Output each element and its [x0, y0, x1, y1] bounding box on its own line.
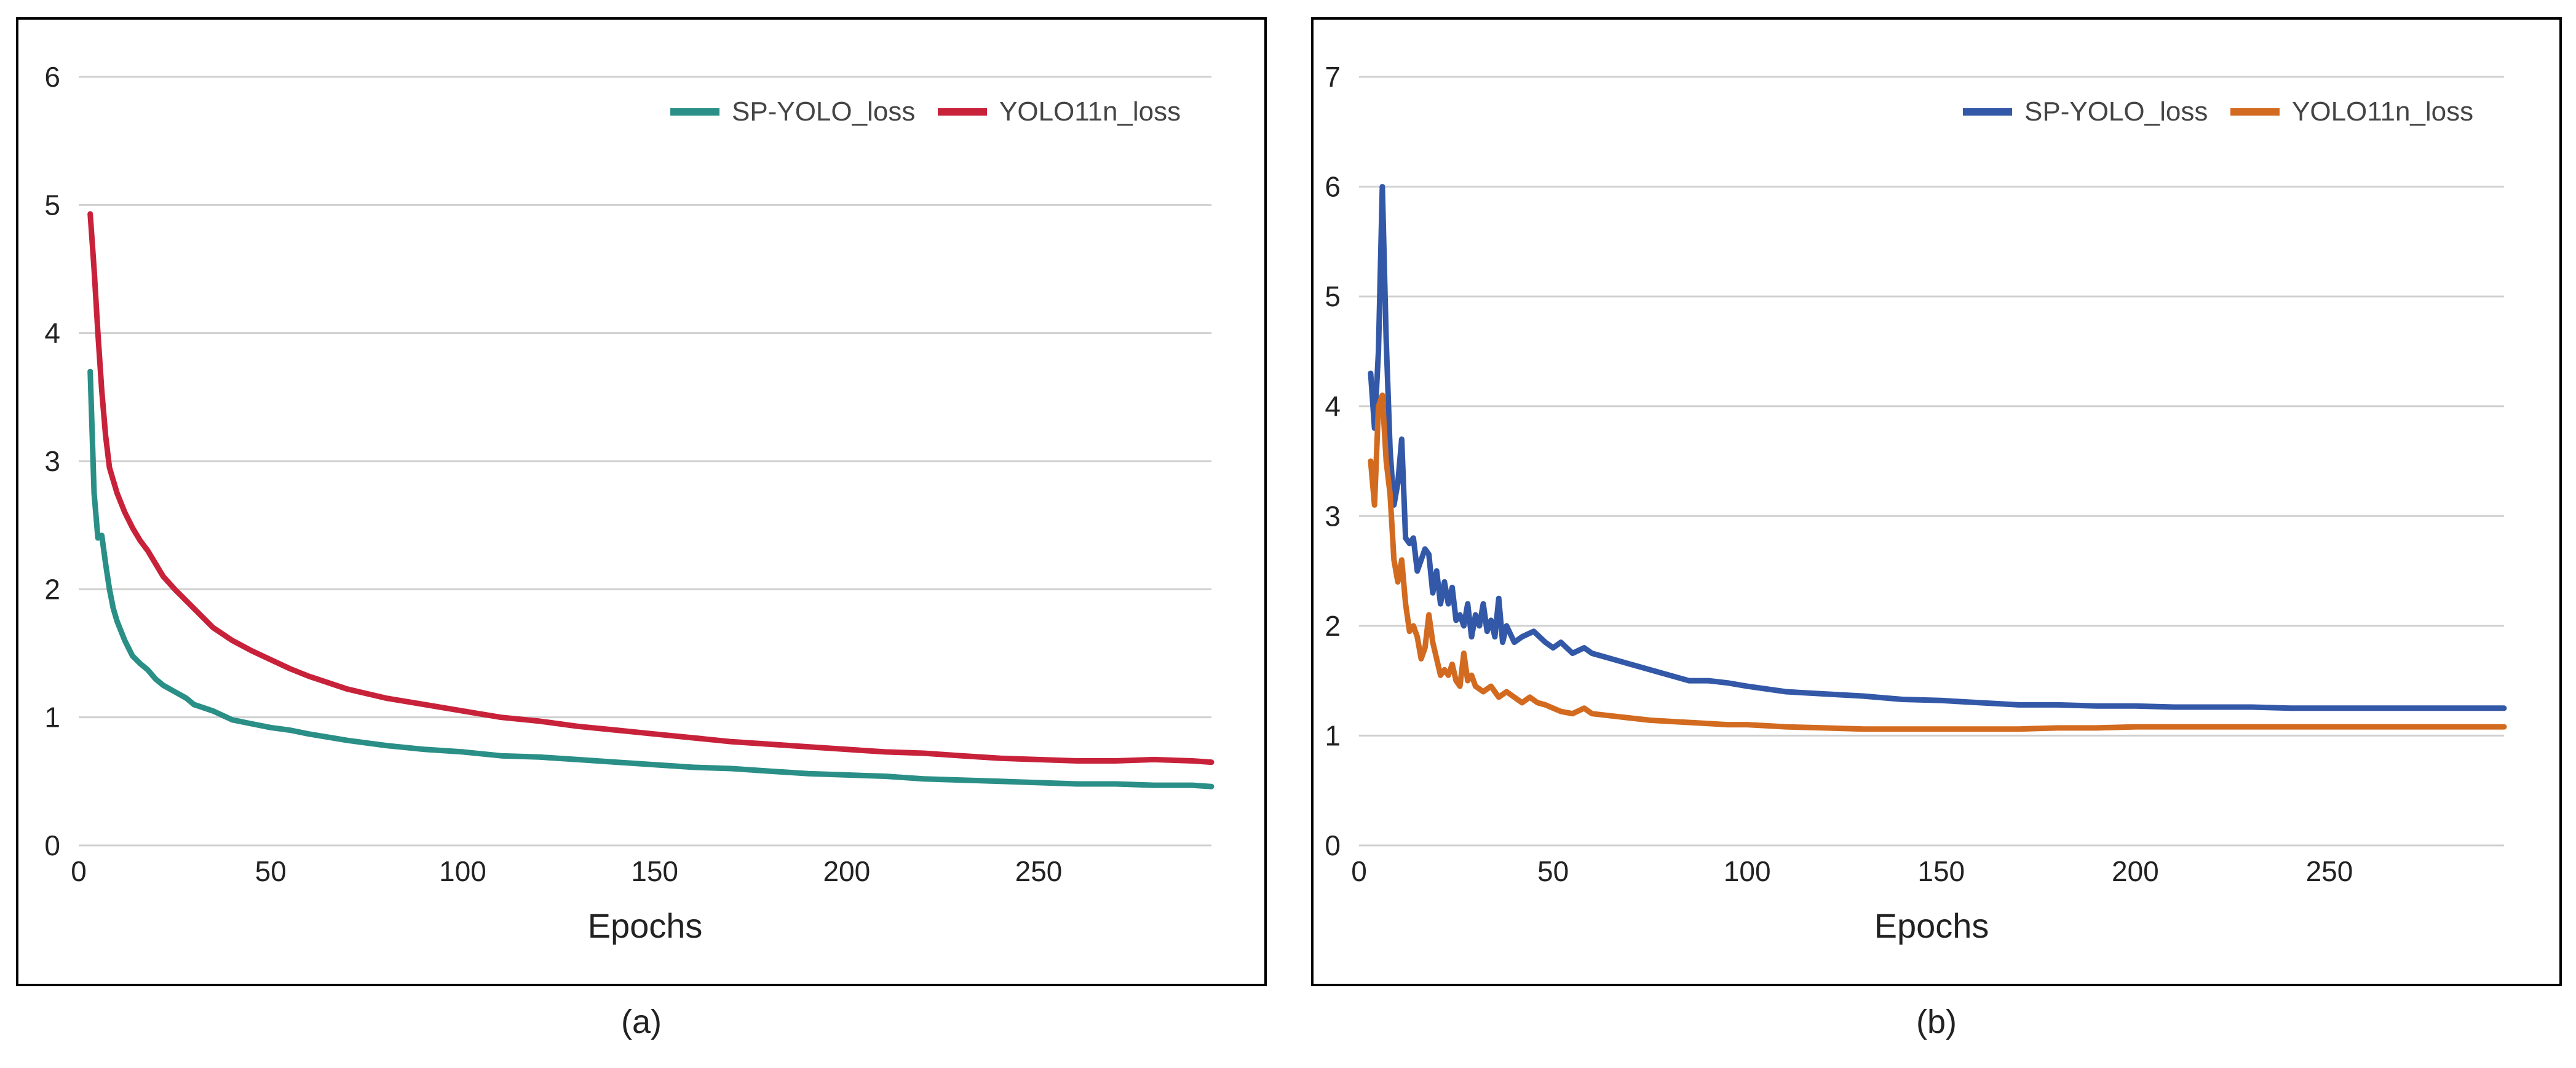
panel-caption: (a) — [621, 1003, 662, 1040]
y-tick-label: 6 — [44, 61, 60, 93]
y-tick-label: 0 — [1325, 829, 1341, 861]
x-tick-label: 0 — [1351, 855, 1367, 887]
y-tick-label: 7 — [1325, 61, 1341, 93]
y-tick-label: 3 — [1325, 500, 1341, 532]
series-line-yolo11n — [87, 211, 1215, 765]
y-tick-label: 4 — [1325, 390, 1341, 422]
x-tick-label: 100 — [439, 855, 486, 887]
series-line-sp-yolo — [87, 368, 1215, 789]
chart-panel-b: 0 1 2 3 4 5 6 7 0 50 100 150 200 250 Epochs SP-YOLO_los… — [1288, 0, 2576, 1065]
chart-panel-a: 0 1 2 3 4 5 6 0 50 100 150 200 250 Epochs SP-YOLO_loss… — [0, 0, 1288, 1065]
chart-frame — [16, 17, 1267, 986]
y-tick-label: 2 — [44, 573, 60, 605]
x-tick-label: 200 — [823, 855, 870, 887]
y-tick-label: 3 — [44, 445, 60, 477]
series-line-yolo11n — [1368, 392, 2507, 732]
y-tick-label: 5 — [1325, 280, 1341, 312]
panel-caption: (b) — [1916, 1003, 1957, 1040]
legend-label: SP-YOLO_loss — [732, 97, 915, 127]
chart-frame — [1311, 17, 2562, 986]
x-axis-label: Epochs — [588, 906, 703, 945]
legend-label: YOLO11n_loss — [2292, 97, 2473, 127]
x-axis-label: Epochs — [1874, 906, 1989, 945]
y-tick-label: 0 — [44, 829, 60, 861]
x-tick-label: 250 — [2306, 855, 2353, 887]
y-tick-label: 1 — [44, 702, 60, 734]
y-tick-label: 1 — [1325, 719, 1341, 751]
line-chart-a: 0 1 2 3 4 5 6 0 50 100 150 200 250 Epochs SP-YOLO_loss… — [16, 17, 1267, 1040]
x-tick-label: 0 — [71, 855, 87, 887]
x-tick-label: 100 — [1724, 855, 1771, 887]
y-tick-label: 6 — [1325, 171, 1341, 203]
y-tick-label: 4 — [44, 317, 60, 349]
series-line-sp-yolo — [1368, 184, 2507, 711]
y-tick-label: 2 — [1325, 610, 1341, 642]
line-chart-b: 0 1 2 3 4 5 6 7 0 50 100 150 200 250 Epochs SP-YOLO_los… — [1311, 17, 2562, 1040]
x-tick-label: 150 — [1917, 855, 1965, 887]
y-tick-label: 5 — [44, 189, 60, 221]
legend-label: YOLO11n_loss — [999, 97, 1181, 127]
legend-label: SP-YOLO_loss — [2024, 97, 2208, 127]
x-tick-label: 150 — [631, 855, 678, 887]
x-tick-label: 50 — [255, 855, 287, 887]
x-tick-label: 200 — [2112, 855, 2159, 887]
x-tick-label: 50 — [1537, 855, 1569, 887]
x-tick-label: 250 — [1015, 855, 1063, 887]
